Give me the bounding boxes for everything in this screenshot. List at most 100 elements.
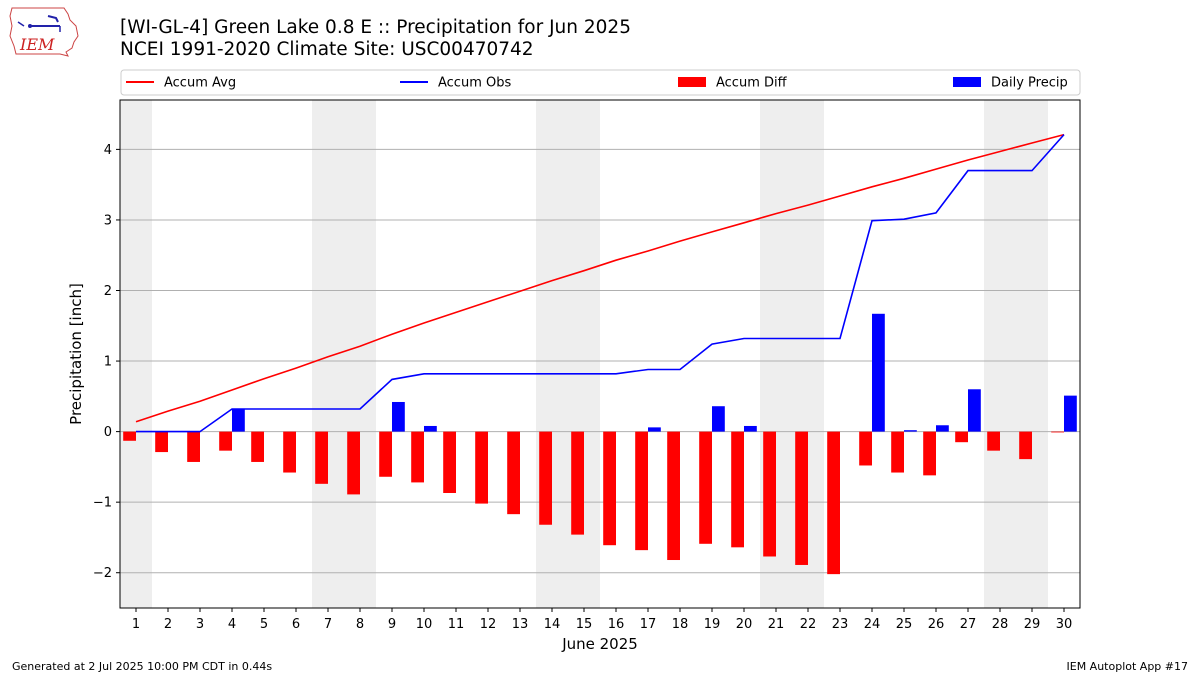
- accum-diff-bar: [859, 431, 872, 466]
- x-tick-label: 13: [512, 617, 529, 632]
- footer-app: IEM Autoplot App #17: [1066, 660, 1189, 673]
- legend-label: Daily Precip: [991, 76, 1068, 91]
- x-tick-label: 6: [292, 617, 300, 632]
- x-tick-label: 23: [832, 617, 849, 632]
- footer-generated: Generated at 2 Jul 2025 10:00 PM CDT in …: [12, 660, 273, 673]
- accum-diff-bar: [731, 431, 744, 548]
- x-tick-label: 29: [1024, 617, 1041, 632]
- legend-box: [120, 69, 1081, 96]
- accum-diff-bar: [667, 431, 680, 561]
- daily-precip-bar: [744, 425, 757, 432]
- y-tick-label: 0: [104, 425, 112, 440]
- legend-label: Accum Avg: [164, 76, 236, 91]
- x-tick-label: 16: [608, 617, 625, 632]
- accum-diff-bar: [283, 431, 296, 473]
- accum-diff-bar: [155, 431, 168, 453]
- daily-precip-bar: [392, 401, 405, 432]
- daily-precip-bar: [968, 389, 981, 432]
- x-tick-label: 9: [388, 617, 396, 632]
- accum-diff-bar: [123, 431, 136, 441]
- daily-precip-bar: [1064, 395, 1077, 432]
- accum-diff-bar: [187, 431, 200, 462]
- y-tick-label: 3: [104, 213, 112, 228]
- accum-diff-bar: [603, 431, 616, 546]
- accum-diff-bar: [475, 431, 488, 504]
- daily-precip-bar: [232, 409, 245, 432]
- x-tick-label: 5: [260, 617, 268, 632]
- x-tick-label: 4: [228, 617, 236, 632]
- x-tick-label: 28: [992, 617, 1009, 632]
- x-tick-label: 2: [164, 617, 172, 632]
- y-tick-label: −2: [93, 566, 112, 581]
- plot-frame: [119, 99, 1081, 609]
- x-tick-label: 21: [768, 617, 785, 632]
- chart-subtitle: NCEI 1991-2020 Climate Site: USC00470742: [120, 39, 534, 60]
- x-tick-label: 18: [672, 617, 689, 632]
- accum-diff-bar: [987, 431, 1000, 451]
- accum-diff-bar: [923, 431, 936, 476]
- accum-diff-bar: [347, 431, 360, 495]
- accum-diff-bar: [1019, 431, 1032, 460]
- x-tick-label: 22: [800, 617, 817, 632]
- daily-precip-bar: [648, 427, 661, 432]
- accum-diff-bar: [443, 431, 456, 493]
- weekend-shade: [344, 100, 376, 608]
- weekend-shade: [1016, 100, 1048, 608]
- accum-diff-bar: [219, 431, 232, 451]
- legend-swatch: [953, 77, 981, 87]
- weekend-shade: [120, 100, 152, 608]
- weekend-shade: [536, 100, 568, 608]
- x-tick-label: 14: [544, 617, 561, 632]
- y-axis-label: Precipitation [inch]: [67, 283, 85, 425]
- y-tick-label: −1: [93, 496, 112, 511]
- accum-diff-bar: [763, 431, 776, 557]
- weekend-shade: [312, 100, 344, 608]
- x-tick-label: 20: [736, 617, 753, 632]
- x-tick-label: 30: [1056, 617, 1073, 632]
- accum-diff-bar: [795, 431, 808, 565]
- x-tick-label: 24: [864, 617, 881, 632]
- x-tick-label: 1: [132, 617, 140, 632]
- daily-precip-bar: [936, 425, 949, 432]
- x-tick-label: 19: [704, 617, 721, 632]
- y-tick-label: 2: [104, 284, 112, 299]
- x-tick-label: 7: [324, 617, 332, 632]
- accum-diff-bar: [635, 431, 648, 551]
- accum-diff-bar: [827, 431, 840, 575]
- accum-diff-bar: [251, 431, 264, 462]
- y-tick-label: 4: [104, 143, 112, 158]
- chart-title: [WI-GL-4] Green Lake 0.8 E :: Precipitat…: [120, 17, 631, 38]
- accum-diff-bar: [891, 431, 904, 473]
- x-tick-label: 8: [356, 617, 364, 632]
- accum-diff-bar: [1051, 431, 1064, 433]
- y-tick-label: 1: [104, 355, 112, 370]
- legend-swatch: [678, 77, 706, 87]
- weekend-shade: [984, 100, 1016, 608]
- daily-precip-bar: [712, 406, 725, 432]
- daily-precip-bar: [424, 425, 437, 432]
- x-tick-label: 11: [448, 617, 465, 632]
- x-tick-label: 27: [960, 617, 977, 632]
- accum-diff-bar: [411, 431, 424, 483]
- accum-diff-bar: [699, 431, 712, 544]
- accum-obs-line: [136, 134, 1065, 433]
- x-tick-label: 26: [928, 617, 945, 632]
- iem-logo: IEM: [8, 6, 82, 62]
- daily-precip-bar: [872, 313, 885, 432]
- accum-diff-bar: [539, 431, 552, 525]
- legend-label: Accum Obs: [438, 76, 511, 91]
- accum-avg-line: [135, 133, 1065, 423]
- x-tick-label: 3: [196, 617, 204, 632]
- legend-label: Accum Diff: [716, 76, 788, 91]
- accum-diff-bar: [955, 431, 968, 443]
- x-tick-label: 12: [480, 617, 497, 632]
- x-tick-label: 10: [416, 617, 433, 632]
- x-tick-label: 17: [640, 617, 657, 632]
- x-tick-label: 25: [896, 617, 913, 632]
- accum-diff-bar: [507, 431, 520, 515]
- accum-diff-bar: [315, 431, 328, 484]
- x-axis-label: June 2025: [561, 635, 638, 653]
- iem-logo-text: IEM: [19, 35, 55, 54]
- accum-diff-bar: [379, 431, 392, 477]
